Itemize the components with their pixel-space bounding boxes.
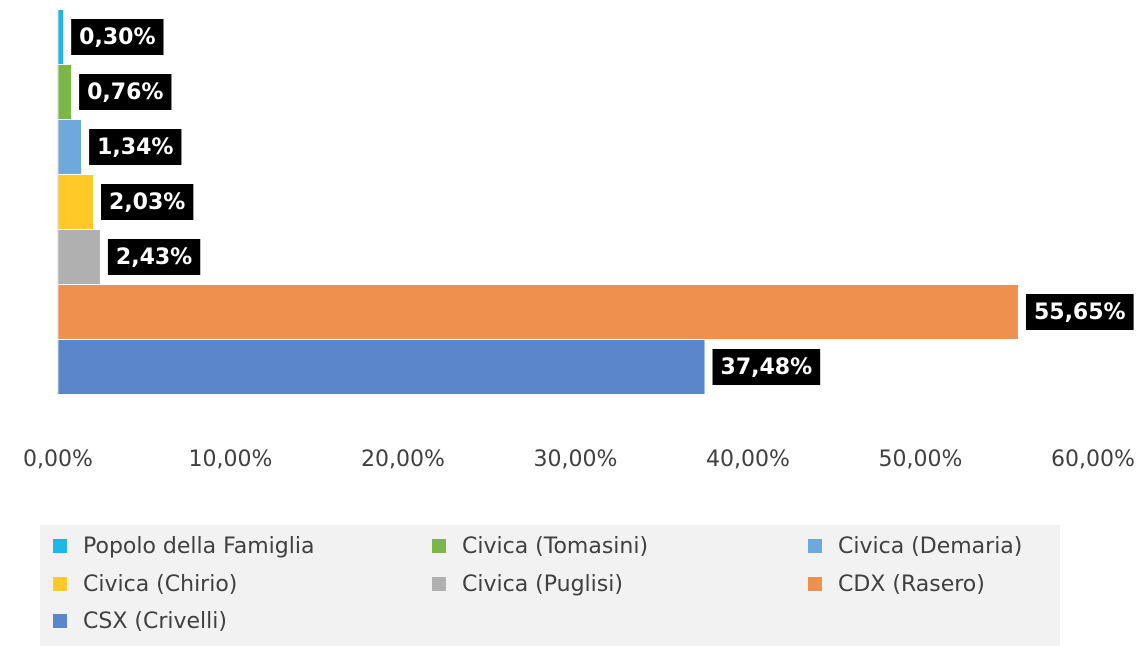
data-label: 1,34% [97,135,173,160]
legend-label: Popolo della Famiglia [83,534,314,559]
bar [58,230,100,284]
data-label-background [79,74,172,110]
legend-swatch [808,539,822,553]
legend-swatch [432,539,446,553]
bar [58,285,1018,339]
data-label: 55,65% [1034,300,1126,325]
legend-swatch [53,614,67,628]
data-label-background [89,129,182,165]
legend-background [40,525,1060,646]
x-tick-label: 30,00% [534,447,618,472]
data-label-background [101,184,194,220]
legend-label: Civica (Puglisi) [462,572,623,597]
legend-swatch [432,577,446,591]
data-label: 37,48% [721,355,813,380]
data-label-background [71,19,164,55]
legend-label: Civica (Tomasini) [462,534,648,559]
bar [58,65,72,119]
legend-swatch [808,577,822,591]
data-label: 0,30% [79,25,155,50]
x-tick-label: 10,00% [189,447,273,472]
data-label: 0,76% [87,80,163,105]
data-label-background [712,349,821,385]
bar [58,120,82,174]
data-label: 2,43% [116,245,192,270]
data-label: 2,03% [109,190,185,215]
legend-label: CSX (Crivelli) [83,609,227,634]
x-tick-label: 40,00% [706,447,790,472]
legend-label: Civica (Demaria) [838,534,1022,559]
x-tick-label: 0,00% [23,447,93,472]
bar [58,175,94,229]
x-tick-label: 60,00% [1051,447,1135,472]
legend-swatch [53,577,67,591]
legend-label: Civica (Chirio) [83,572,237,597]
bar [58,10,64,64]
legend-label: CDX (Rasero) [838,572,985,597]
data-label-background [107,239,201,275]
x-tick-label: 20,00% [361,447,445,472]
data-label-background [1025,294,1134,330]
legend-swatch [53,539,67,553]
x-tick-label: 50,00% [879,447,963,472]
bar [58,340,705,394]
